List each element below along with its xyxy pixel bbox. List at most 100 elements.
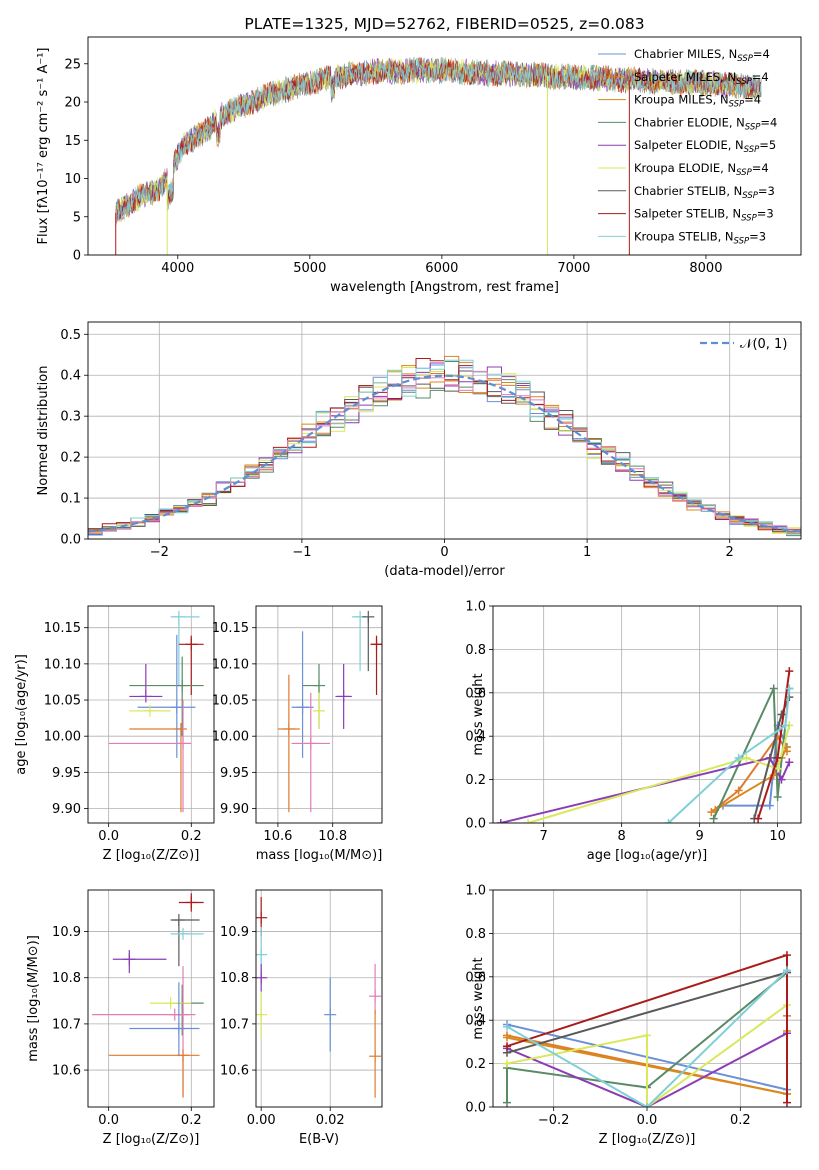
legend-entry: Salpeter MILES, NSSP=4 <box>634 70 769 87</box>
errorbar-point <box>149 997 192 1010</box>
y-tick-label: 0.8 <box>465 643 486 658</box>
y-tick-label: 0.6 <box>465 686 486 701</box>
residual-panel: −2 −1 0 1 2 0.0 0.1 0.2 0.3 0.4 0.5 (data-model)/er… <box>36 321 802 579</box>
y-tick-label: 5 <box>73 210 81 225</box>
legend-count: =4 <box>744 93 761 107</box>
y-tick-label: 10.6 <box>220 1064 249 1079</box>
y-tick-label: 1.0 <box>465 600 486 615</box>
errorbar-point <box>362 610 375 672</box>
spectrum-line <box>115 57 762 219</box>
errorbar-point <box>178 893 204 912</box>
x-tick-label: 4000 <box>161 261 194 276</box>
legend-count: =3 <box>749 229 766 243</box>
x-tick-label: 0 <box>440 545 448 560</box>
x-tick-label: 0.0 <box>98 1113 119 1128</box>
y-tick-label: 20 <box>64 96 81 111</box>
x-tick-label: 1 <box>583 545 591 560</box>
weight-marker <box>773 792 782 801</box>
legend-entry: Kroupa MILES, NSSP=4 <box>634 93 761 110</box>
y-tick-label: 9.90 <box>220 802 249 817</box>
weight-marker <box>503 1059 511 1068</box>
spectrum-line <box>115 56 762 222</box>
x-tick-label: −1 <box>292 545 311 560</box>
weight-marker <box>503 1042 511 1051</box>
y-tick-label: 0.2 <box>60 451 81 466</box>
y-tick-label: 10.00 <box>212 730 249 745</box>
legend-entry: Kroupa STELIB, NSSP=3 <box>634 229 766 246</box>
errorbar-point <box>369 963 382 1015</box>
weight-marker <box>765 801 774 810</box>
y-axis-label: Normed distribution <box>36 366 51 496</box>
errorbar-point <box>335 663 352 729</box>
y-tick-label: 10.7 <box>220 1017 249 1032</box>
legend-entry: Salpeter ELODIE, NSSP=5 <box>634 138 776 155</box>
x-tick-label: 0.0 <box>637 1113 658 1128</box>
errorbar-point <box>256 991 268 1038</box>
x-tick-label: 8000 <box>689 261 722 276</box>
weight_vs_age-lines <box>496 667 794 823</box>
errorbar-point <box>291 692 330 813</box>
x-tick-label: 0.2 <box>181 829 202 844</box>
errorbar-point <box>108 1049 200 1097</box>
y-tick-label: 9.90 <box>52 802 81 817</box>
errorbar-point <box>170 914 200 967</box>
y-tick-label: 10.10 <box>212 657 249 672</box>
weight-line <box>527 725 791 823</box>
y-axis-label: mass weight <box>471 673 486 755</box>
errorbar-point <box>129 982 200 1057</box>
y-tick-label: 10.15 <box>44 621 81 636</box>
y-tick-label: 10.15 <box>212 621 249 636</box>
legend-count: =3 <box>758 184 775 198</box>
x-tick-label: 0.00 <box>247 1113 276 1128</box>
weight-marker <box>524 819 533 823</box>
x-axis-label: wavelength [Angstrom, rest frame] <box>330 280 559 295</box>
y-tick-label: 0.4 <box>465 730 486 745</box>
legend-count: =4 <box>752 70 769 84</box>
x-axis-label: Z [log₁₀(Z/Z⊙)] <box>599 1132 696 1147</box>
x-axis-label: (data-model)/error <box>384 564 505 579</box>
weight-marker <box>769 684 778 693</box>
weight_vs_z-panel: −0.2 0.0 0.2 0.0 0.2 0.4 0.6 0.8 1.0 Z [log₁₀(Z/Z… <box>465 884 802 1147</box>
weight-marker <box>734 753 743 762</box>
errorbar-point <box>324 977 337 1052</box>
mass_vs_z-points <box>92 893 204 1098</box>
x-tick-label: 7000 <box>557 261 590 276</box>
mass_vs_ebv-points <box>256 896 382 1098</box>
age_vs_z-panel: 0.0 0.2 9.90 9.95 10.00 10.05 10.10 10.15 Z [log… <box>14 605 215 863</box>
y-tick-label: 10.8 <box>220 971 249 986</box>
legend-text: Kroupa MILES, N <box>634 93 729 107</box>
x-axis-label: E(B-V) <box>299 1132 339 1147</box>
legend-text: Kroupa STELIB, N <box>634 229 734 243</box>
legend-subscript: SSP <box>741 214 757 224</box>
y-tick-label: 0.2 <box>465 1057 486 1072</box>
x-tick-label: 2 <box>726 545 734 560</box>
legend-entry: Chabrier ELODIE, NSSP=4 <box>634 115 777 132</box>
weight-line <box>506 969 788 1107</box>
errorbar-point <box>302 663 325 729</box>
x-axis-label: Z [log₁₀(Z/Z⊙)] <box>103 848 200 863</box>
y-tick-label: 0.0 <box>60 533 81 548</box>
axes-frame <box>492 889 802 1108</box>
weight-marker <box>734 786 743 795</box>
y-axis-label: mass weight <box>471 957 486 1039</box>
x-tick-label: 6000 <box>425 261 458 276</box>
weight-marker <box>503 1022 511 1031</box>
age_vs_z-points <box>108 610 204 813</box>
weight-marker <box>777 775 786 784</box>
legend-count: =3 <box>757 207 774 221</box>
y-tick-label: 10.8 <box>52 971 81 986</box>
legend-text: Chabrier ELODIE, N <box>634 115 745 129</box>
y-tick-label: 10.10 <box>44 657 81 672</box>
legend-entry: Salpeter STELIB, NSSP=3 <box>634 207 774 224</box>
y-tick-label: 0.2 <box>465 773 486 788</box>
legend-entry: Chabrier STELIB, NSSP=3 <box>634 184 775 201</box>
x-axis-label: Z [log₁₀(Z/Z⊙)] <box>103 1132 200 1147</box>
weight-line <box>667 688 791 823</box>
legend-subscript: SSP <box>736 77 752 87</box>
chart-title: PLATE=1325, MJD=52762, FIBERID=0525, z=0… <box>244 15 644 33</box>
legend-subscript: SSP <box>734 236 750 246</box>
errorbar-point <box>170 610 200 686</box>
y-axis-label: Flux [fλ10⁻¹⁷ erg cm⁻² s⁻¹ A⁻¹] <box>36 48 51 245</box>
